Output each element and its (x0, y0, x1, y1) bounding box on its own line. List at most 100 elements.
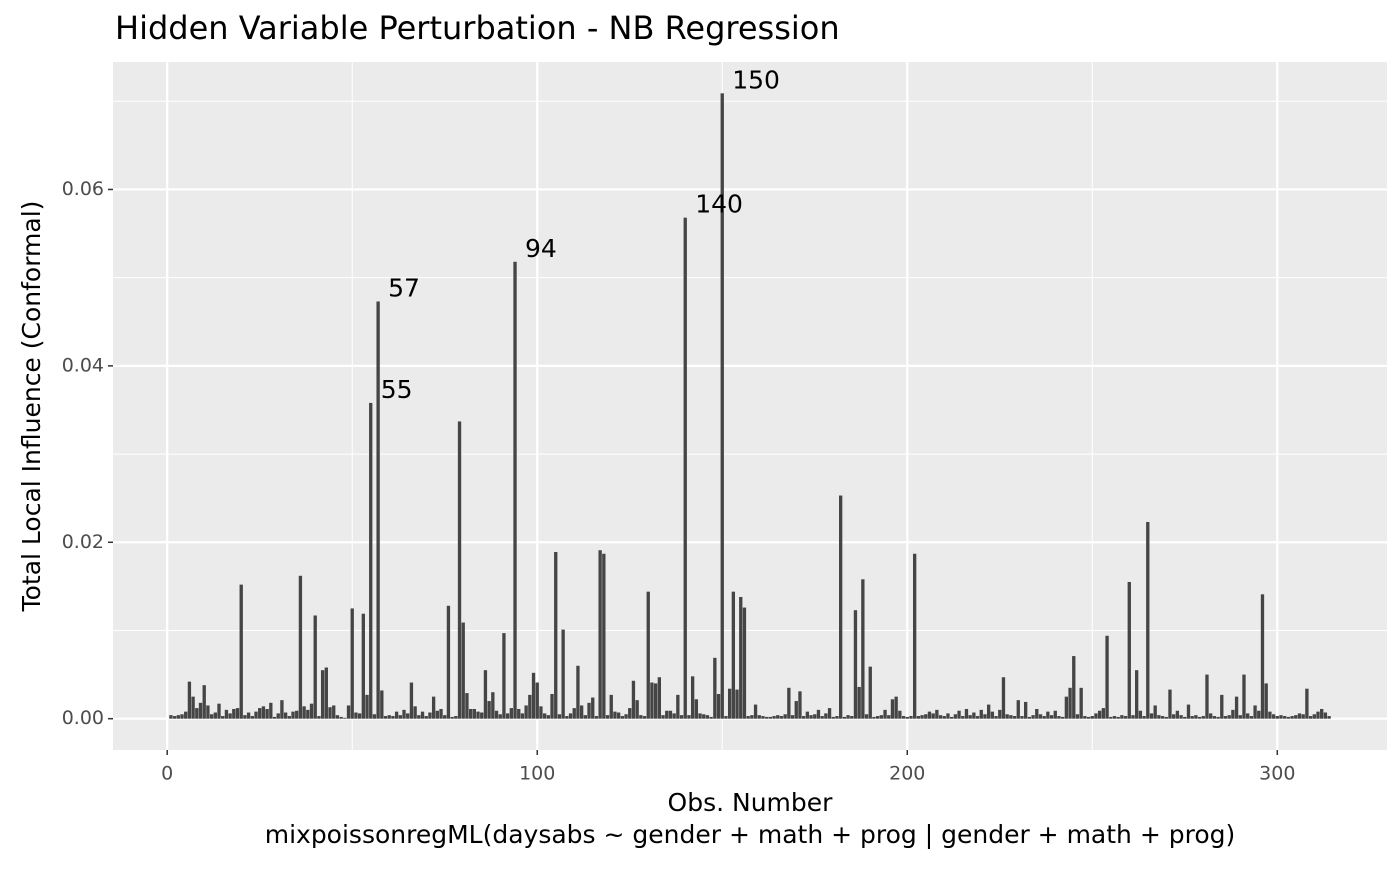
bar (657, 677, 662, 719)
bar (394, 711, 399, 719)
bar (461, 622, 465, 719)
bar (317, 716, 321, 719)
bar (983, 714, 987, 719)
bar (1001, 677, 1006, 719)
bar (605, 715, 610, 719)
bar (372, 714, 377, 719)
bar (494, 710, 499, 719)
bar (413, 706, 417, 719)
bar (598, 550, 602, 719)
bar (713, 657, 717, 719)
bar (1123, 716, 1128, 719)
bar (198, 702, 203, 719)
bar (1057, 716, 1061, 719)
bar (1308, 716, 1313, 719)
bar (450, 716, 454, 719)
bar (624, 714, 628, 719)
bar (639, 715, 643, 719)
bar (365, 694, 369, 719)
bar (554, 551, 558, 719)
bar (613, 711, 617, 719)
bar (246, 712, 251, 719)
bar (1227, 715, 1231, 719)
bar (1086, 716, 1091, 719)
bar (239, 584, 243, 719)
bar (409, 682, 414, 719)
bar (1260, 594, 1265, 719)
bar (1038, 714, 1043, 719)
bar (676, 694, 680, 719)
bar (750, 715, 754, 719)
bar (1246, 713, 1250, 719)
bar (357, 713, 362, 719)
bar (557, 714, 562, 719)
bar (1135, 670, 1139, 719)
bar (1290, 716, 1294, 719)
bar (1046, 711, 1050, 719)
bar (243, 715, 247, 719)
bar (1120, 715, 1124, 719)
bar (302, 706, 306, 719)
bar (942, 716, 946, 719)
bar (509, 708, 513, 719)
bar (975, 716, 980, 719)
bar (742, 607, 747, 719)
bar (1160, 716, 1165, 719)
bar (853, 610, 858, 719)
bar (776, 715, 780, 719)
bar (1127, 581, 1131, 719)
bar (568, 713, 573, 719)
bar (735, 689, 739, 719)
caption: mixpoissonregML(daysabs ~ gender + math … (265, 820, 1236, 849)
bar (561, 629, 565, 719)
bar (1220, 694, 1224, 719)
bar (964, 708, 969, 719)
bar (990, 711, 995, 719)
bar (1194, 715, 1198, 719)
bar (1090, 716, 1094, 719)
bar (591, 697, 595, 719)
bar (631, 680, 636, 719)
bar (824, 713, 828, 719)
bar (757, 715, 761, 719)
bar (883, 709, 887, 719)
bar (1197, 716, 1202, 719)
bar (857, 686, 861, 719)
bar (524, 705, 528, 719)
bar (579, 705, 584, 719)
bar (224, 709, 229, 719)
bar (850, 716, 854, 719)
bar (646, 591, 650, 719)
annotation: 55 (381, 375, 413, 404)
bar (1035, 708, 1039, 719)
bar (979, 709, 983, 719)
bar (424, 716, 428, 719)
bar (972, 712, 976, 719)
bar (258, 708, 262, 719)
bar (887, 715, 891, 719)
bar (665, 710, 669, 719)
bar (916, 716, 921, 719)
bar (694, 699, 699, 719)
bar (539, 706, 543, 719)
bar (827, 708, 832, 719)
bar (968, 715, 972, 719)
bar (668, 710, 673, 719)
bar (350, 608, 354, 719)
bar (369, 402, 373, 719)
x-tick-label: 300 (1259, 763, 1295, 785)
bar (261, 706, 266, 719)
bar (683, 217, 687, 719)
chart-title: Hidden Variable Perturbation - NB Regres… (115, 9, 840, 47)
bar (572, 708, 576, 719)
bar (679, 715, 684, 719)
bar (383, 716, 388, 719)
x-axis-title: Obs. Number (668, 788, 834, 817)
bar (324, 667, 328, 719)
bar (927, 711, 932, 719)
bar (1212, 716, 1217, 719)
bar (602, 553, 606, 719)
bar (1027, 716, 1032, 719)
y-tick-label: 0.00 (62, 707, 104, 729)
bar (787, 687, 791, 719)
